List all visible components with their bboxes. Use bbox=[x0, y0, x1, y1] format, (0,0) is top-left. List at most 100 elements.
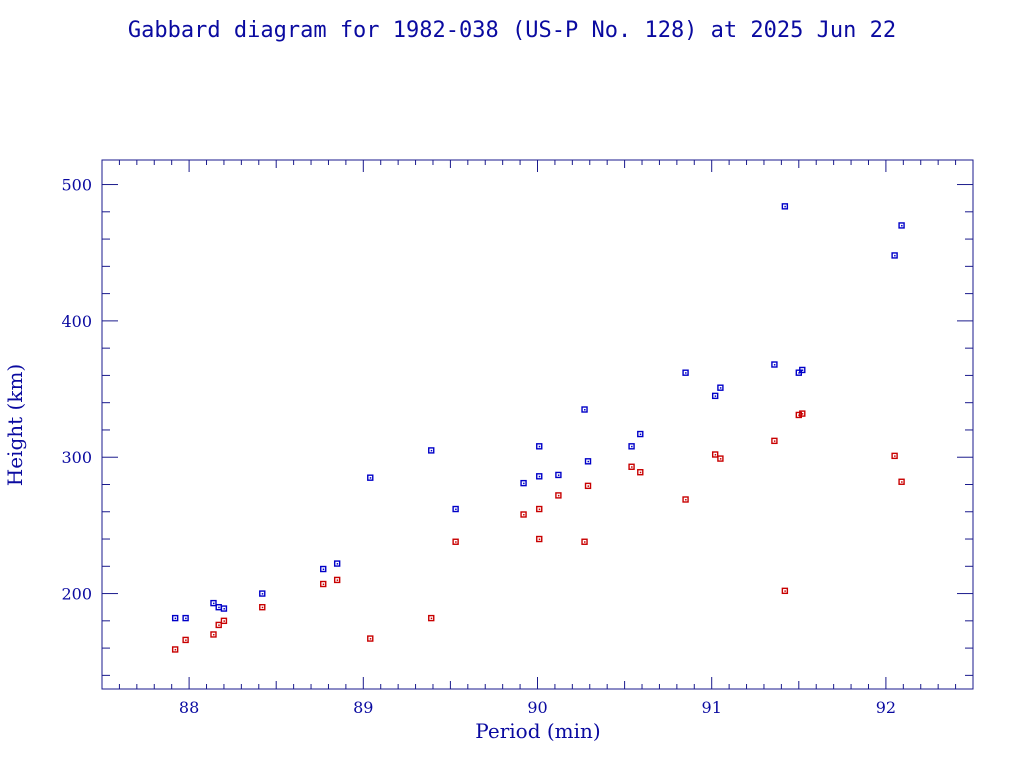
perigee-series bbox=[171, 410, 905, 653]
perigee-point bbox=[452, 538, 459, 545]
apogee-point bbox=[171, 614, 179, 622]
perigee-point-core bbox=[538, 538, 541, 541]
apogee-point-core bbox=[894, 254, 896, 257]
perigee-point bbox=[555, 492, 562, 499]
apogee-point-core bbox=[584, 409, 586, 411]
perigee-point bbox=[210, 631, 217, 638]
x-tick-label: 91 bbox=[702, 698, 722, 717]
perigee-point-core bbox=[631, 466, 633, 468]
apogee-point-core bbox=[798, 372, 800, 374]
apogee-point-core bbox=[336, 563, 339, 565]
perigee-point bbox=[220, 617, 228, 625]
perigee-point-core bbox=[523, 513, 525, 516]
perigee-point bbox=[171, 646, 179, 653]
apogee-point bbox=[452, 505, 459, 513]
y-tick-label: 300 bbox=[61, 448, 92, 467]
apogee-point-core bbox=[185, 617, 187, 620]
apogee-point-core bbox=[784, 205, 786, 208]
perigee-point-core bbox=[587, 485, 590, 487]
apogee-point-core bbox=[587, 460, 590, 463]
perigee-point-core bbox=[784, 590, 786, 592]
apogee-point-core bbox=[538, 445, 541, 448]
apogee-point bbox=[210, 599, 217, 607]
perigee-point bbox=[333, 576, 341, 584]
perigee-point bbox=[581, 538, 588, 545]
apogee-point bbox=[220, 605, 228, 612]
apogee-point bbox=[520, 479, 527, 487]
perigee-point bbox=[628, 463, 635, 470]
perigee-point bbox=[799, 410, 806, 417]
apogee-point bbox=[628, 443, 635, 450]
perigee-point bbox=[584, 482, 592, 490]
apogee-point-core bbox=[261, 593, 264, 595]
perigee-point-core bbox=[639, 471, 642, 474]
apogee-point bbox=[428, 447, 435, 454]
apogee-point bbox=[320, 565, 327, 573]
perigee-point-core bbox=[261, 606, 264, 609]
perigee-point-core bbox=[798, 414, 800, 416]
apogee-point bbox=[555, 471, 562, 479]
perigee-point bbox=[898, 478, 905, 485]
perigee-point-core bbox=[212, 633, 215, 636]
apogee-point-core bbox=[538, 475, 541, 478]
perigee-point-core bbox=[336, 579, 339, 581]
apogee-point bbox=[584, 458, 592, 465]
plot-frame bbox=[101, 159, 974, 690]
perigee-point-core bbox=[322, 583, 325, 586]
apogee-point-core bbox=[218, 606, 220, 609]
perigee-point bbox=[891, 452, 898, 460]
apogee-point bbox=[717, 384, 724, 391]
perigee-point bbox=[536, 535, 543, 543]
perigee-point bbox=[320, 580, 327, 588]
perigee-point-core bbox=[714, 453, 717, 456]
apogee-point-core bbox=[430, 449, 433, 452]
apogee-point-core bbox=[901, 224, 903, 227]
perigee-point bbox=[259, 603, 266, 611]
perigee-point bbox=[182, 636, 189, 644]
perigee-point-core bbox=[773, 440, 776, 442]
apogee-series bbox=[171, 203, 905, 622]
apogee-point bbox=[781, 203, 789, 210]
apogee-point-core bbox=[455, 508, 457, 511]
perigee-point-core bbox=[901, 481, 903, 483]
apogee-point-core bbox=[801, 369, 804, 371]
apogee-point-core bbox=[212, 602, 215, 605]
apogee-point-core bbox=[557, 474, 560, 476]
perigee-point-core bbox=[685, 498, 687, 501]
perigee-point-core bbox=[223, 620, 225, 622]
apogee-point bbox=[711, 392, 719, 400]
x-axis-label: Period (min) bbox=[475, 719, 600, 743]
perigee-point bbox=[520, 511, 527, 518]
x-tick-label: 92 bbox=[876, 698, 896, 717]
perigee-point-core bbox=[894, 455, 896, 457]
apogee-point bbox=[581, 406, 588, 413]
x-tick-label: 88 bbox=[179, 698, 199, 717]
perigee-point-core bbox=[584, 541, 586, 543]
y-tick-label: 200 bbox=[61, 585, 92, 604]
apogee-point bbox=[891, 252, 898, 259]
perigee-point-core bbox=[538, 508, 541, 511]
y-tick-label: 400 bbox=[61, 312, 92, 331]
data-points bbox=[171, 203, 905, 653]
perigee-point bbox=[711, 451, 719, 458]
perigee-point bbox=[367, 635, 374, 642]
perigee-point-core bbox=[174, 648, 177, 651]
perigee-point bbox=[682, 496, 689, 503]
y-tick-label: 500 bbox=[61, 176, 92, 195]
apogee-point-core bbox=[685, 372, 687, 374]
perigee-point bbox=[795, 411, 802, 419]
apogee-point-core bbox=[719, 387, 722, 389]
perigee-point-core bbox=[801, 413, 804, 415]
perigee-point bbox=[717, 455, 724, 462]
chart-title: Gabbard diagram for 1982-038 (US-P No. 1… bbox=[128, 18, 896, 43]
perigee-point bbox=[428, 614, 435, 622]
apogee-point bbox=[682, 369, 689, 376]
apogee-point-core bbox=[523, 482, 525, 485]
x-tick-label: 90 bbox=[527, 698, 547, 717]
perigee-point-core bbox=[369, 638, 372, 640]
apogee-point bbox=[799, 366, 806, 374]
perigee-point bbox=[536, 505, 543, 513]
y-axis-label: Height (km) bbox=[3, 364, 27, 486]
perigee-point bbox=[637, 469, 644, 476]
